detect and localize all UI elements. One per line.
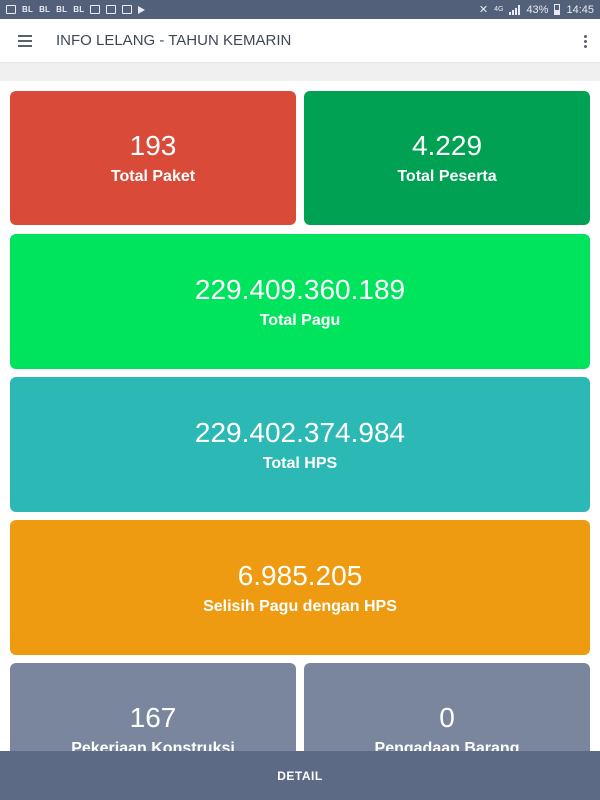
mail-icon bbox=[90, 5, 101, 14]
card-total-pagu[interactable]: 229.409.360.189 Total Pagu bbox=[10, 234, 590, 369]
detail-button[interactable]: DETAIL bbox=[0, 751, 600, 800]
card-label: Total Paket bbox=[110, 168, 196, 185]
card-total-hps[interactable]: 229.402.374.984 Total HPS bbox=[10, 377, 590, 512]
notification-badge: BL bbox=[56, 5, 68, 14]
notification-badge: BL bbox=[39, 5, 51, 14]
card-value: 0 bbox=[439, 702, 455, 733]
status-bar: BL BL BL BL ✕ 4G 43% 14:45 bbox=[0, 0, 600, 19]
card-label: Total Peserta bbox=[397, 168, 497, 185]
card-value: 4.229 bbox=[411, 130, 483, 161]
card-value: 229.402.374.984 bbox=[194, 416, 406, 448]
hamburger-menu-icon[interactable] bbox=[8, 19, 48, 63]
card-value: 193 bbox=[129, 130, 177, 161]
card-pekerjaan-konstruksi[interactable]: 167 Pekerjaan Konstruksi bbox=[10, 663, 296, 751]
dashboard-content[interactable]: 193 Total Paket 4.229 Total Peserta 229.… bbox=[0, 81, 600, 751]
system-icons: ✕ 4G 43% 14:45 bbox=[478, 3, 594, 17]
chat-icon bbox=[106, 5, 117, 14]
card-value: 167 bbox=[129, 702, 177, 733]
card-selisih-pagu-hps[interactable]: 6.985.205 Selisih Pagu dengan HPS bbox=[10, 520, 590, 655]
notification-icons: BL BL BL BL bbox=[6, 5, 146, 14]
app-bar: INFO LELANG - TAHUN KEMARIN bbox=[0, 19, 600, 63]
card-total-paket[interactable]: 193 Total Paket bbox=[10, 91, 296, 225]
card-pengadaan-barang[interactable]: 0 Pengadaan Barang bbox=[304, 663, 590, 751]
play-store-icon bbox=[138, 5, 146, 14]
card-value: 6.985.205 bbox=[237, 559, 363, 591]
card-label: Pekerjaan Konstruksi bbox=[71, 740, 235, 751]
clock: 14:45 bbox=[566, 3, 594, 16]
card-label: Pengadaan Barang bbox=[374, 740, 520, 751]
battery-percent: 43% bbox=[526, 3, 549, 16]
page-title: INFO LELANG - TAHUN KEMARIN bbox=[56, 32, 292, 49]
card-label: Total HPS bbox=[262, 454, 338, 472]
notification-badge: BL bbox=[22, 5, 34, 14]
card-value: 229.409.360.189 bbox=[194, 273, 406, 305]
mute-icon: ✕ bbox=[478, 4, 489, 16]
signal-icon bbox=[509, 4, 521, 15]
image-icon bbox=[6, 5, 16, 14]
overflow-menu-icon[interactable] bbox=[580, 31, 590, 51]
notification-badge: BL bbox=[73, 5, 85, 14]
card-label: Selisih Pagu dengan HPS bbox=[203, 597, 397, 615]
battery-icon bbox=[554, 4, 561, 15]
card-label: Total Pagu bbox=[259, 311, 341, 329]
email-icon bbox=[122, 5, 133, 14]
card-total-peserta[interactable]: 4.229 Total Peserta bbox=[304, 91, 590, 225]
network-type: 4G bbox=[494, 6, 504, 13]
